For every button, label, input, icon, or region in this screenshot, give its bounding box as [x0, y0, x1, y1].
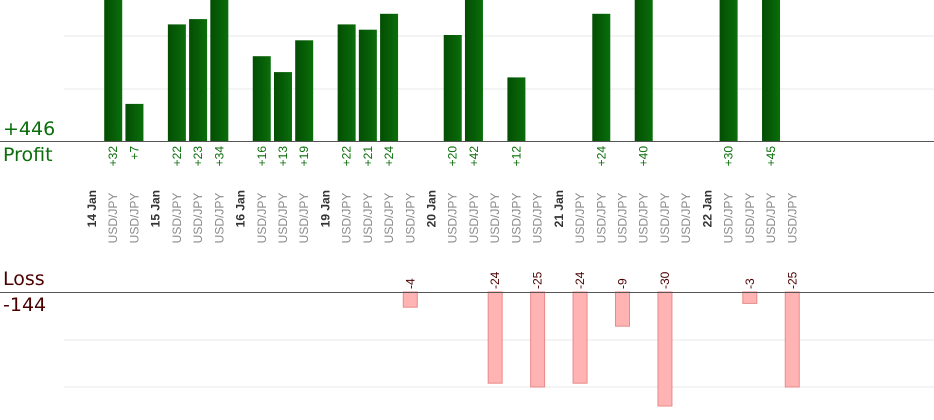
- loss-value-label: -4: [403, 278, 417, 289]
- profit-bar: [210, 0, 229, 141]
- profit-bar: [719, 0, 738, 141]
- date-label: 16 Jan: [234, 190, 248, 227]
- profit-bar: [125, 103, 144, 141]
- profit-value-label: +7: [127, 146, 141, 160]
- loss-value-label: -24: [573, 271, 587, 289]
- profit-value-label: +40: [637, 146, 651, 167]
- profit-value-label: +16: [255, 146, 269, 167]
- profit-bar: [464, 0, 483, 141]
- profit-bar: [507, 77, 526, 141]
- loss-value-label: -25: [531, 271, 545, 289]
- category-labels: 14 Jan USD/JPY USD/JPY 15 Jan USD/JPY USD/JPY…: [85, 190, 799, 243]
- loss-value-label: -3: [743, 278, 757, 289]
- profit-bar: [167, 24, 186, 141]
- pair-label: USD/JPY: [106, 193, 120, 244]
- loss-value-label: -30: [658, 271, 672, 289]
- loss-bar: [742, 291, 758, 304]
- date-label: 19 Jan: [318, 190, 332, 227]
- loss-bar: [657, 291, 673, 407]
- profit-total: +446: [3, 118, 56, 140]
- profit-value-label: +19: [297, 146, 311, 167]
- profit-bar: [443, 35, 462, 141]
- pair-label: USD/JPY: [127, 193, 141, 244]
- date-label: 22 Jan: [700, 190, 714, 227]
- loss-value-label: -9: [616, 278, 630, 289]
- pair-label: USD/JPY: [785, 193, 799, 244]
- pair-label: USD/JPY: [594, 193, 608, 244]
- profit-value-label: +42: [467, 146, 481, 167]
- profit-value-label: +20: [446, 146, 460, 167]
- profit-bar: [273, 72, 292, 141]
- profit-bar: [762, 0, 781, 141]
- profit-value-label: +34: [212, 146, 226, 167]
- profit-series: +32 +7 +22 +23 +34 +16 +13 +19 +22 +21 +24 +20 +42 +1…: [104, 0, 781, 167]
- pair-label: USD/JPY: [297, 193, 311, 244]
- loss-series: -4 -24 -25 -24 -9 -30 -3 -25: [402, 271, 800, 407]
- pair-label: USD/JPY: [488, 193, 502, 244]
- profit-value-label: +45: [764, 146, 778, 167]
- pair-label: USD/JPY: [573, 193, 587, 244]
- profit-bar: [189, 19, 208, 142]
- pair-label: USD/JPY: [509, 193, 523, 244]
- pair-label: USD/JPY: [191, 193, 205, 244]
- pair-label: USD/JPY: [170, 193, 184, 244]
- profit-bar: [380, 13, 399, 141]
- pair-label: USD/JPY: [616, 193, 630, 244]
- profit-value-label: +24: [594, 146, 608, 167]
- pair-label: USD/JPY: [658, 193, 672, 244]
- profit-value-label: +12: [509, 146, 523, 167]
- profit-value-label: +23: [191, 146, 205, 167]
- date-label: 14 Jan: [85, 190, 99, 227]
- pair-label: USD/JPY: [340, 193, 354, 244]
- baselines: [0, 141, 934, 293]
- loss-bar: [530, 291, 546, 388]
- loss-value-label: -25: [785, 271, 799, 289]
- date-label: 21 Jan: [552, 190, 566, 227]
- loss-bar: [784, 291, 800, 388]
- date-label: 15 Jan: [149, 190, 163, 227]
- pair-label: USD/JPY: [722, 193, 736, 244]
- profit-bar: [295, 40, 314, 141]
- profit-bar: [592, 13, 611, 141]
- profit-bar: [337, 24, 356, 141]
- pair-label: USD/JPY: [361, 193, 375, 244]
- pair-label: USD/JPY: [403, 193, 417, 244]
- loss-bar: [402, 291, 418, 308]
- pair-label: USD/JPY: [212, 193, 226, 244]
- profit-value-label: +13: [276, 146, 290, 167]
- pair-label: USD/JPY: [679, 193, 693, 244]
- profit-value-label: +32: [106, 146, 120, 167]
- loss-bar: [487, 291, 503, 384]
- profit-value-label: +22: [170, 146, 184, 167]
- pair-label: USD/JPY: [276, 193, 290, 244]
- profit-value-label: +22: [340, 146, 354, 167]
- pair-label: USD/JPY: [764, 193, 778, 244]
- pair-label: USD/JPY: [382, 193, 396, 244]
- profit-value-label: +30: [722, 146, 736, 167]
- loss-bar: [615, 291, 630, 327]
- loss-bar: [572, 291, 588, 384]
- loss-value-label: -24: [488, 271, 502, 289]
- pair-label: USD/JPY: [743, 193, 757, 244]
- loss-total: -144: [3, 294, 47, 316]
- date-label: 20 Jan: [425, 190, 439, 227]
- pair-label: USD/JPY: [637, 193, 651, 244]
- profit-bar: [358, 29, 377, 142]
- profit-bar: [252, 56, 271, 142]
- pair-label: USD/JPY: [446, 193, 460, 244]
- profit-bar: [104, 0, 123, 141]
- profit-label: Profit: [3, 144, 53, 166]
- profit-value-label: +24: [382, 146, 396, 167]
- pair-label: USD/JPY: [531, 193, 545, 244]
- profit-value-label: +21: [361, 146, 375, 167]
- pair-label: USD/JPY: [255, 193, 269, 244]
- loss-label: Loss: [3, 268, 45, 290]
- pair-label: USD/JPY: [467, 193, 481, 244]
- profit-bar: [634, 0, 653, 141]
